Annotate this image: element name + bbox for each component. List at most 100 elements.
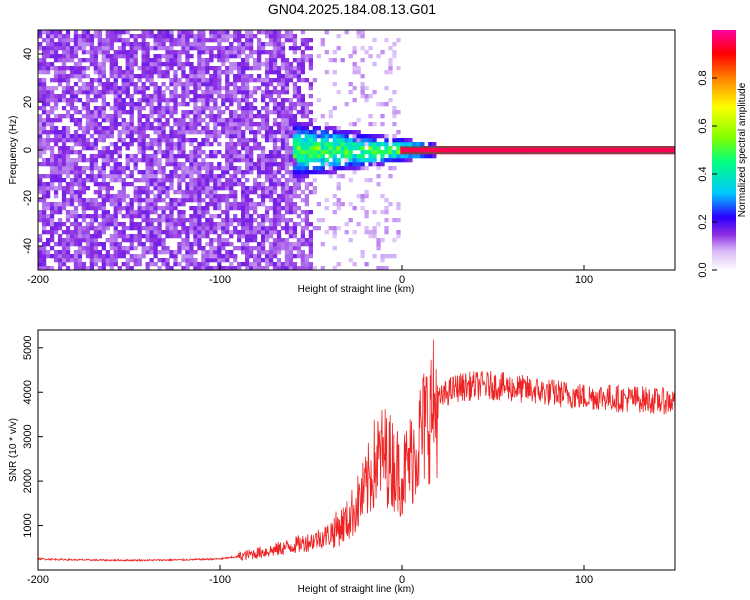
spectrogram-cell bbox=[217, 38, 222, 43]
spectrogram-cell bbox=[567, 150, 572, 155]
spectrogram-cell bbox=[225, 238, 230, 243]
spectrogram-cell bbox=[53, 98, 59, 103]
spectrogram-cell bbox=[384, 138, 389, 143]
spectrogram-cell bbox=[229, 66, 234, 71]
spectrogram-cell bbox=[93, 254, 99, 259]
spectrogram-cell bbox=[384, 150, 389, 155]
spectrogram-cell bbox=[256, 162, 262, 167]
spectrogram-cell bbox=[296, 250, 302, 255]
spectrogram-cell bbox=[300, 130, 306, 135]
spectrogram-cell bbox=[117, 50, 122, 55]
spectrogram-cell bbox=[233, 214, 238, 219]
spectrogram-cell bbox=[69, 74, 75, 79]
spectrogram-cell bbox=[193, 86, 198, 91]
spectrogram-cell bbox=[61, 90, 67, 95]
spectrogram-cell bbox=[229, 186, 234, 191]
spectrogram-cell bbox=[165, 246, 170, 251]
spectrogram-cell bbox=[276, 70, 282, 75]
spectrogram-cell bbox=[260, 186, 266, 191]
spectrogram-cell bbox=[121, 246, 126, 251]
spectrogram-cell bbox=[229, 90, 234, 95]
spectrogram-cell bbox=[141, 38, 146, 43]
spectrogram-cell bbox=[288, 242, 294, 247]
spectrogram-cell bbox=[81, 154, 87, 159]
spectrogram-cell bbox=[260, 266, 266, 271]
spectrogram-cell bbox=[65, 98, 71, 103]
spectrogram-cell bbox=[276, 258, 282, 263]
spectrogram-cell bbox=[201, 62, 206, 67]
spectrogram-cell bbox=[185, 226, 190, 231]
spectrogram-cell bbox=[177, 242, 182, 247]
spectrogram-cell bbox=[173, 206, 178, 211]
spectrogram-cell bbox=[320, 158, 325, 163]
spectrogram-cell bbox=[229, 142, 234, 147]
spectrogram-cell bbox=[209, 106, 214, 111]
spectrogram-cell bbox=[193, 138, 198, 143]
spectrogram-cell bbox=[45, 158, 51, 163]
spectrogram-cell bbox=[185, 54, 190, 59]
spectrogram-cell bbox=[41, 138, 47, 143]
spectrogram-cell bbox=[85, 122, 91, 127]
spectrogram-cell bbox=[201, 94, 206, 99]
spectrogram-cell bbox=[288, 234, 294, 239]
spectrogram-cell bbox=[81, 74, 87, 79]
spectrogram-cell bbox=[268, 178, 274, 183]
spectrogram-cell bbox=[225, 150, 230, 155]
spectrogram-cell bbox=[252, 134, 258, 139]
spectrogram-cell bbox=[328, 114, 333, 119]
spectrogram-cell bbox=[81, 138, 87, 143]
spectrogram-cell bbox=[145, 250, 150, 255]
y-tick-label: 40 bbox=[22, 48, 34, 60]
spectrogram-cell bbox=[316, 134, 321, 139]
spectrogram-cell bbox=[264, 234, 270, 239]
spectrogram-cell bbox=[260, 126, 266, 131]
spectrogram-cell bbox=[109, 126, 114, 131]
spectrogram-cell bbox=[89, 226, 95, 231]
spectrogram-cell bbox=[264, 194, 270, 199]
spectrogram-cell bbox=[296, 214, 302, 219]
spectrogram-cell bbox=[233, 62, 238, 67]
spectrogram-cell bbox=[193, 226, 198, 231]
spectrogram-cell bbox=[97, 190, 102, 195]
spectrogram-cell bbox=[193, 186, 198, 191]
spectrogram-cell bbox=[249, 250, 254, 255]
spectrogram-cell bbox=[308, 210, 313, 215]
spectrogram-cell bbox=[268, 206, 274, 211]
spectrogram-cell bbox=[185, 218, 190, 223]
spectrogram-cell bbox=[276, 138, 282, 143]
spectrogram-cell bbox=[245, 118, 250, 123]
spectrogram-cell bbox=[193, 194, 198, 199]
spectrogram-cell bbox=[380, 154, 385, 159]
spectrogram-cell bbox=[336, 126, 341, 131]
spectrogram-cell bbox=[65, 170, 71, 175]
spectrogram-cell bbox=[69, 182, 75, 187]
spectrogram-cell bbox=[157, 90, 162, 95]
spectrogram-cell bbox=[73, 198, 79, 203]
spectrogram-cell bbox=[296, 246, 302, 251]
spectrogram-cell bbox=[137, 118, 142, 123]
spectrogram-cell bbox=[97, 222, 102, 227]
spectrogram-cell bbox=[332, 138, 337, 143]
spectrogram-cell bbox=[483, 150, 489, 155]
spectrogram-cell bbox=[372, 138, 377, 143]
spectrogram-cell bbox=[173, 142, 178, 147]
spectrogram-cell bbox=[121, 102, 126, 107]
spectrogram-cell bbox=[249, 158, 254, 163]
spectrogram-cell bbox=[241, 74, 246, 79]
spectrogram-cell bbox=[173, 198, 178, 203]
spectrogram-cell bbox=[268, 94, 274, 99]
spectrogram-cell bbox=[197, 82, 202, 87]
spectrogram-cell bbox=[260, 154, 266, 159]
spectrogram-cell bbox=[77, 222, 83, 227]
spectrogram-cell bbox=[316, 98, 321, 103]
spectrogram-cell bbox=[61, 66, 67, 71]
spectrogram-cell bbox=[249, 102, 254, 107]
spectrogram-cell bbox=[241, 198, 246, 203]
spectrogram-cell bbox=[268, 254, 274, 259]
spectrogram-cell bbox=[93, 198, 99, 203]
spectrogram-cell bbox=[85, 246, 91, 251]
spectrogram-cell bbox=[272, 118, 278, 123]
spectrogram-cell bbox=[205, 210, 210, 215]
spectrogram-cell bbox=[264, 130, 270, 135]
